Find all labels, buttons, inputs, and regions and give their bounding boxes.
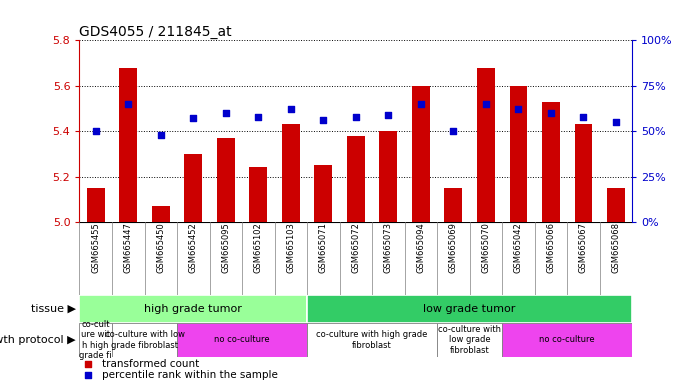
- Bar: [184, 154, 202, 222]
- Text: GDS4055 / 211845_at: GDS4055 / 211845_at: [79, 25, 232, 39]
- Text: growth protocol ▶: growth protocol ▶: [0, 335, 76, 345]
- Bar: [314, 165, 332, 222]
- Bar: [152, 206, 170, 222]
- Bar: [217, 138, 235, 222]
- Bar: [177, 323, 307, 357]
- Point: [318, 117, 329, 123]
- Text: GSM665094: GSM665094: [417, 222, 426, 273]
- Point: [91, 128, 102, 134]
- Bar: [379, 131, 397, 222]
- Text: co-culture with
low grade
fibroblast: co-culture with low grade fibroblast: [438, 325, 501, 355]
- Text: no co-culture: no co-culture: [214, 336, 270, 344]
- Text: high grade tumor: high grade tumor: [144, 304, 243, 314]
- Point: [513, 106, 524, 113]
- Point: [253, 114, 264, 120]
- Point: [578, 114, 589, 120]
- Text: GSM665073: GSM665073: [384, 222, 393, 273]
- Text: GSM665066: GSM665066: [547, 222, 556, 273]
- Bar: [112, 323, 177, 357]
- Point: [220, 110, 231, 116]
- Bar: [347, 136, 365, 222]
- Bar: [542, 102, 560, 222]
- Text: GSM665069: GSM665069: [449, 222, 458, 273]
- Point: [448, 128, 459, 134]
- Text: low grade tumor: low grade tumor: [424, 304, 516, 314]
- Text: GSM665095: GSM665095: [221, 222, 230, 273]
- Bar: [79, 295, 307, 323]
- Text: co-cult
ure wit
h high
grade fi: co-cult ure wit h high grade fi: [79, 320, 112, 360]
- Text: tissue ▶: tissue ▶: [31, 304, 76, 314]
- Point: [480, 101, 491, 107]
- Text: GSM665067: GSM665067: [579, 222, 588, 273]
- Text: co-culture with low
grade fibroblast: co-culture with low grade fibroblast: [104, 330, 184, 350]
- Text: GSM665071: GSM665071: [319, 222, 328, 273]
- Text: GSM665042: GSM665042: [514, 222, 523, 273]
- Bar: [509, 86, 527, 222]
- Bar: [607, 188, 625, 222]
- Bar: [307, 295, 632, 323]
- Bar: [412, 86, 430, 222]
- Text: GSM665102: GSM665102: [254, 222, 263, 273]
- Bar: [249, 167, 267, 222]
- Point: [610, 119, 621, 125]
- Point: [285, 106, 296, 113]
- Bar: [444, 188, 462, 222]
- Bar: [87, 188, 104, 222]
- Bar: [282, 124, 300, 222]
- Bar: [79, 323, 112, 357]
- Bar: [477, 68, 495, 222]
- Text: no co-culture: no co-culture: [540, 336, 595, 344]
- Text: GSM665455: GSM665455: [91, 222, 100, 273]
- Point: [155, 132, 167, 138]
- Bar: [574, 124, 592, 222]
- Text: GSM665068: GSM665068: [612, 222, 621, 273]
- Point: [383, 112, 394, 118]
- Point: [545, 110, 556, 116]
- Text: GSM665447: GSM665447: [124, 222, 133, 273]
- Bar: [120, 68, 138, 222]
- Point: [415, 101, 426, 107]
- Text: GSM665072: GSM665072: [351, 222, 361, 273]
- Bar: [307, 323, 437, 357]
- Text: percentile rank within the sample: percentile rank within the sample: [102, 371, 278, 381]
- Text: GSM665452: GSM665452: [189, 222, 198, 273]
- Text: GSM665450: GSM665450: [156, 222, 165, 273]
- Text: co-culture with high grade
fibroblast: co-culture with high grade fibroblast: [316, 330, 428, 350]
- Text: GSM665103: GSM665103: [286, 222, 295, 273]
- Bar: [502, 323, 632, 357]
- Text: GSM665070: GSM665070: [482, 222, 491, 273]
- Point: [123, 101, 134, 107]
- Point: [188, 115, 199, 121]
- Bar: [437, 323, 502, 357]
- Point: [350, 114, 361, 120]
- Point: [82, 361, 93, 367]
- Point: [82, 372, 93, 379]
- Text: transformed count: transformed count: [102, 359, 199, 369]
